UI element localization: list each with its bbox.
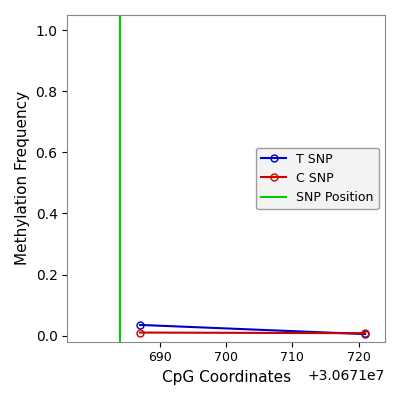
Y-axis label: Methylation Frequency: Methylation Frequency [15,91,30,266]
Legend: T SNP, C SNP, SNP Position: T SNP, C SNP, SNP Position [256,148,379,209]
C SNP [363,331,368,336]
C SNP [138,330,142,335]
T SNP [138,322,142,327]
T SNP [363,332,368,336]
Line: T SNP: T SNP [137,322,369,338]
X-axis label: CpG Coordinates: CpG Coordinates [162,370,291,385]
Line: C SNP: C SNP [137,329,369,337]
